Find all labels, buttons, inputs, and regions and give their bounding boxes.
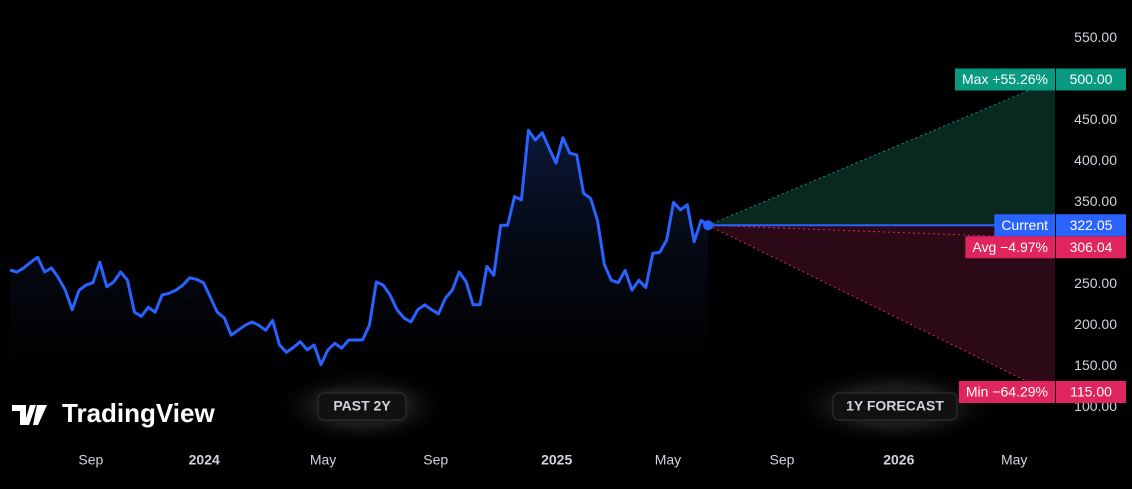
y-tick-label: 250.00 [1074,275,1117,291]
x-tick-label: May [655,452,681,468]
x-tick-label: 2024 [189,452,220,468]
value-label: 115.00 [1070,384,1112,400]
x-tick-label: Sep [78,452,103,468]
y-tick-label: 550.00 [1074,29,1117,45]
x-tick-label: Sep [423,452,448,468]
value-label-box [1056,214,1126,237]
logo: TradingView [12,398,215,428]
forecast-name: Max +55.26% [962,71,1048,87]
forecast-name: Current [1001,217,1048,233]
y-tick-label: 200.00 [1074,316,1117,332]
forecast-up-area [708,79,1055,226]
price-area [10,130,709,389]
past-button-label[interactable]: PAST 2Y [333,398,391,414]
value-label-box [1056,68,1126,91]
x-tick-label: May [310,452,336,468]
value-label-box [1056,381,1126,403]
logo-text: TradingView [62,398,215,428]
y-tick-label: 400.00 [1074,152,1117,168]
x-tick-label: Sep [770,452,795,468]
forecast-name: Min −64.29% [966,384,1048,400]
name-label-box [955,68,1055,91]
value-label: 306.04 [1070,239,1113,255]
name-label-box [958,381,1055,403]
past-button[interactable] [317,392,407,421]
name-label-box [994,214,1055,237]
y-tick-label: 150.00 [1074,357,1117,373]
current-point [703,220,714,231]
name-label-box [965,236,1055,259]
value-label: 500.00 [1070,71,1113,87]
forecast-button[interactable] [832,392,958,421]
x-tick-label: 2026 [883,452,914,468]
forecast-button-label[interactable]: 1Y FORECAST [846,398,944,414]
forecast-down-area [708,225,1055,395]
y-tick-label: 350.00 [1074,193,1117,209]
forecast-line [707,224,1056,396]
y-tick-label: 450.00 [1074,111,1117,127]
logo-icon [12,405,47,425]
value-label-box [1056,236,1126,259]
value-label: 322.05 [1070,217,1113,233]
x-tick-label: 2025 [541,452,572,468]
x-tick-label: May [1001,452,1027,468]
forecast-name: Avg −4.97% [972,239,1048,255]
price-line [9,128,709,367]
